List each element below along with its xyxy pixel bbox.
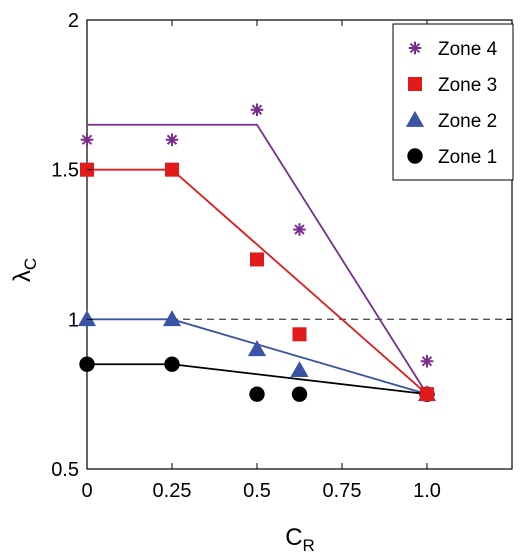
y-tick-label: 1.5	[51, 160, 79, 182]
x-tick-label: 0.5	[243, 480, 271, 502]
data-point-zone-1	[249, 386, 265, 402]
data-point-zone-3	[165, 162, 179, 177]
asterisk-stroke	[409, 42, 421, 54]
legend-marker-zone-4	[408, 41, 422, 55]
asterisk-stroke	[251, 104, 263, 115]
plot-area	[86, 19, 513, 470]
data-point-zone-4	[80, 133, 94, 147]
data-point-zone-1	[291, 386, 308, 402]
legend-marker-zone-2	[405, 110, 425, 127]
legend-label-zone-3: Zone 3	[438, 75, 497, 96]
x-tick-label: 1.0	[413, 480, 441, 502]
x-axis-label: CR	[285, 524, 315, 555]
fit-line-zone-2	[87, 318, 428, 396]
data-point-zone-4	[165, 133, 179, 147]
x-axis-label-subscript: R	[303, 536, 315, 555]
markers-layer	[77, 103, 437, 402]
data-point-zone-2	[247, 340, 267, 357]
x-tick-label: 0.75	[323, 480, 362, 502]
y-tick-label: 0.5	[51, 459, 79, 481]
asterisk-stroke	[166, 134, 178, 145]
asterisk-stroke	[294, 224, 305, 235]
y-axis-label-subscript: C	[21, 258, 40, 270]
legend-label-zone-2: Zone 2	[438, 111, 497, 132]
fit-line-zone-4	[87, 123, 428, 395]
legend-label-zone-1: Zone 1	[438, 147, 497, 168]
data-point-zone-1	[79, 356, 95, 372]
data-point-zone-2	[77, 310, 97, 327]
data-point-zone-4	[293, 223, 306, 236]
y-axis-label: λC	[9, 258, 40, 282]
data-point-zone-3	[420, 387, 434, 402]
x-tick-label: 0	[81, 480, 92, 502]
asterisk-stroke	[81, 134, 93, 145]
fit-line-zone-3	[87, 168, 428, 395]
legend: Zone 4 Zone 3 Zone 2 Zone 1	[392, 23, 514, 181]
data-point-zone-1	[164, 356, 180, 372]
y-axis-label-main: λ	[9, 270, 36, 282]
data-point-zone-3	[292, 327, 307, 342]
x-axis-label-main: C	[285, 524, 302, 551]
y-tick-label: 1	[68, 309, 79, 331]
data-point-zone-2	[162, 310, 182, 327]
axes-box	[86, 19, 513, 470]
legend-marker-zone-3	[408, 77, 422, 91]
ticks-layer: 0 0.25 0.5 0.75 1.0 0.5 1 1.5 2	[51, 10, 512, 502]
data-point-zone-2	[290, 361, 309, 378]
legend-label-zone-4: Zone 4	[438, 39, 498, 60]
data-point-zone-4	[250, 103, 264, 117]
x-tick-label: 0.25	[153, 480, 192, 502]
data-point-zone-3	[250, 252, 264, 267]
legend-marker-zone-1	[407, 148, 423, 164]
asterisk-stroke	[421, 356, 433, 367]
data-point-zone-4	[420, 354, 434, 368]
y-tick-label: 2	[68, 10, 79, 32]
